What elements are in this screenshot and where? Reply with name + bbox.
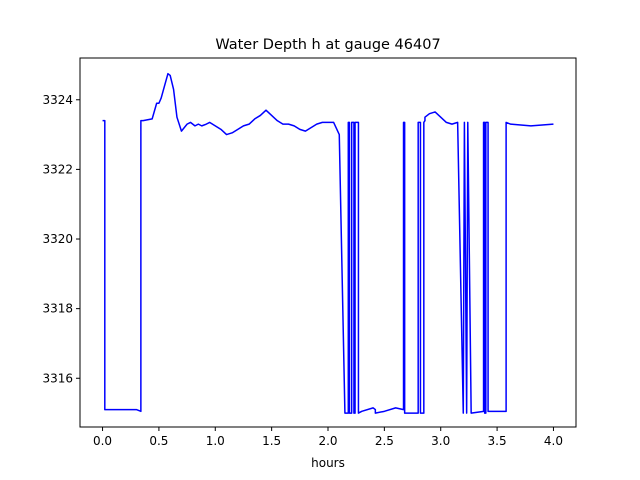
x-tick-label: 1.0 — [206, 434, 225, 448]
y-tick-label: 3318 — [42, 302, 73, 316]
y-tick-label: 3322 — [42, 162, 73, 176]
x-tick-label: 0.0 — [93, 434, 112, 448]
x-tick-label: 4.0 — [544, 434, 563, 448]
y-tick-label: 3324 — [42, 93, 73, 107]
y-tick-label: 3316 — [42, 371, 73, 385]
x-tick-label: 3.5 — [488, 434, 507, 448]
x-tick-label: 3.0 — [431, 434, 450, 448]
x-tick-label: 0.5 — [149, 434, 168, 448]
plot-area — [80, 58, 576, 427]
y-axis-ticks: 3316 3318 3320 3322 3324 — [42, 93, 80, 385]
x-tick-label: 2.0 — [318, 434, 337, 448]
plot-background — [80, 58, 576, 427]
x-axis-label: hours — [311, 456, 345, 470]
series-line-0 — [102, 72, 554, 414]
y-tick-label: 3320 — [42, 232, 73, 246]
x-tick-label: 2.5 — [375, 434, 394, 448]
series-layer — [102, 72, 554, 414]
x-tick-label: 1.5 — [262, 434, 281, 448]
chart-title: Water Depth h at gauge 46407 — [215, 37, 440, 53]
x-axis-ticks: 0.0 0.5 1.0 1.5 2.0 2.5 3.0 3.5 4.0 — [93, 427, 563, 448]
